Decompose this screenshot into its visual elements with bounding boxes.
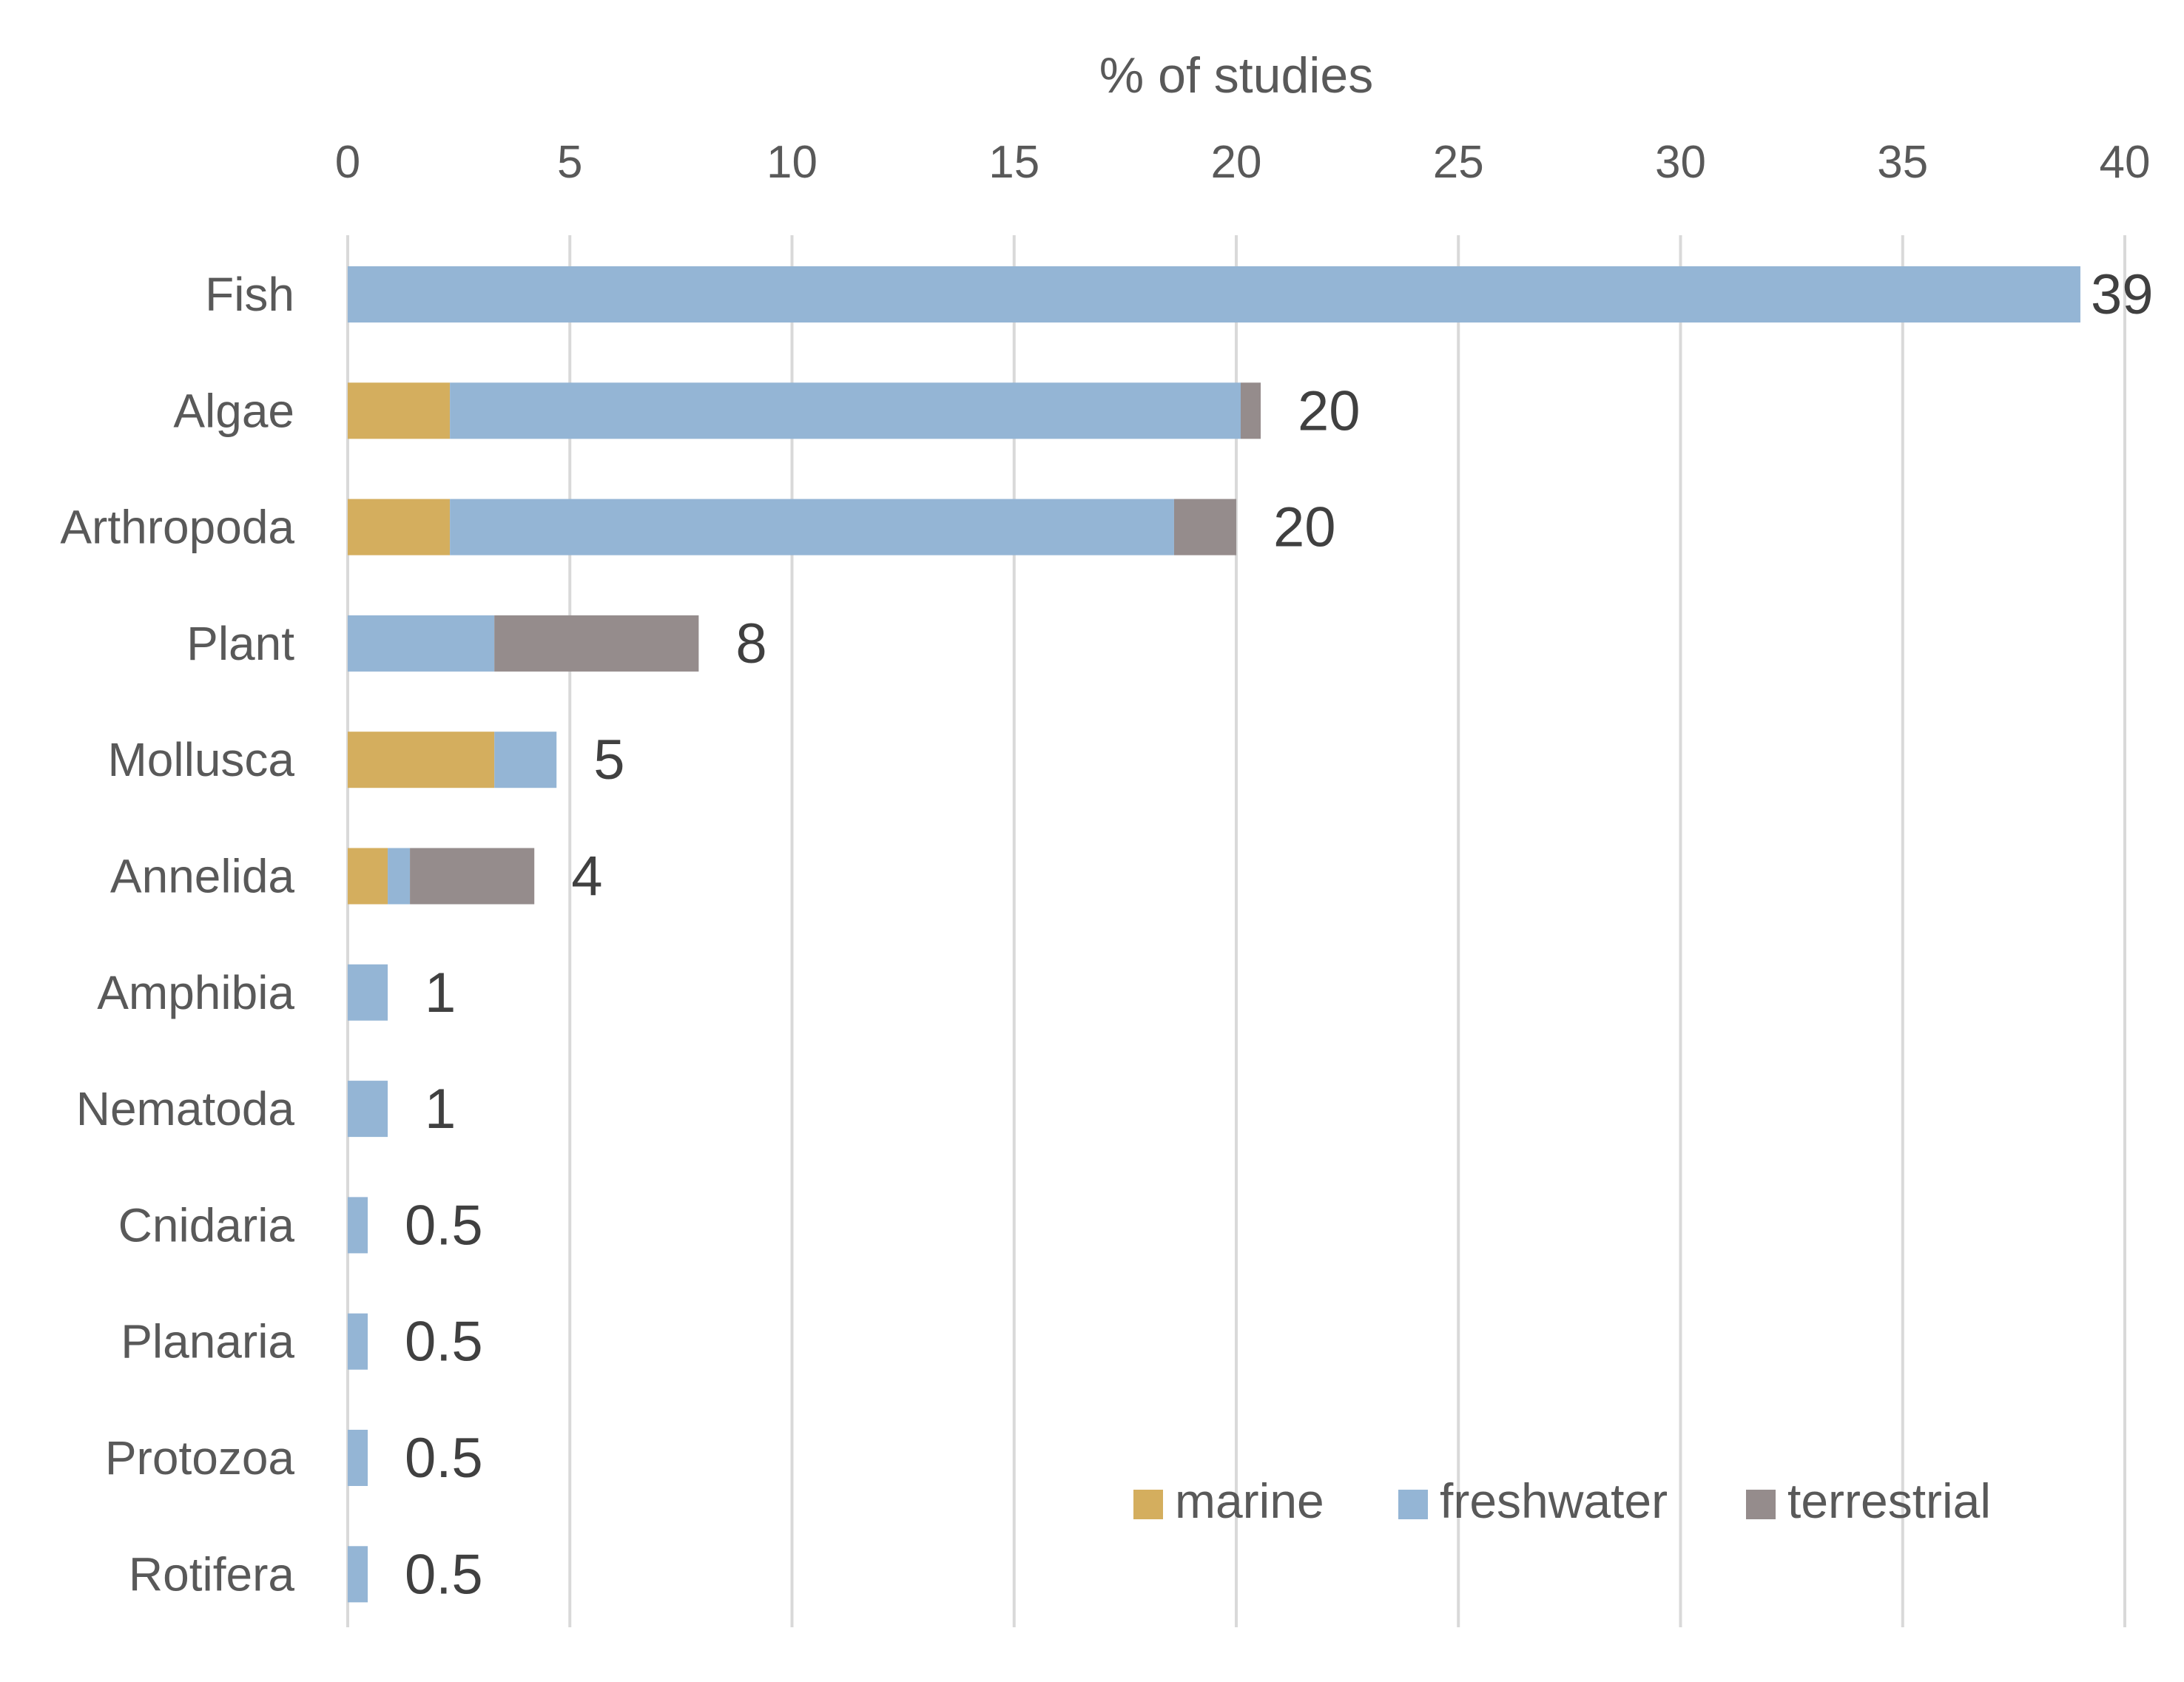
bar-segment-freshwater — [494, 732, 557, 788]
legend-swatch-marine — [1133, 1490, 1163, 1519]
y-category-label: Planaria — [121, 1315, 294, 1368]
bar-segment-terrestrial — [1241, 382, 1261, 439]
y-category-label: Arthropoda — [60, 501, 294, 554]
bar-total-label: 0.5 — [405, 1427, 483, 1490]
x-tick-label: 35 — [1877, 137, 1928, 188]
bar-total-label: 0.5 — [405, 1194, 483, 1257]
bar-segment-freshwater — [348, 1081, 388, 1138]
bar-total-label: 5 — [593, 729, 624, 791]
bar-segment-freshwater — [348, 1430, 368, 1486]
bar-segment-marine — [348, 382, 451, 439]
bar-total-label: 0.5 — [405, 1311, 483, 1374]
bar-segment-freshwater — [348, 1313, 368, 1370]
bar-segment-terrestrial — [1173, 499, 1236, 555]
bar-segment-freshwater — [388, 848, 411, 905]
bar-total-label: 1 — [425, 962, 456, 1024]
x-tick-label: 5 — [557, 137, 582, 188]
bar-segment-freshwater — [348, 964, 388, 1021]
legend-label-terrestrial: terrestrial — [1787, 1473, 1991, 1528]
legend-label-freshwater: freshwater — [1440, 1473, 1668, 1528]
legend-swatch-terrestrial — [1746, 1490, 1776, 1519]
bar-segment-freshwater — [348, 1197, 368, 1254]
bar-segment-terrestrial — [410, 848, 535, 905]
bar-total-label: 20 — [1298, 379, 1361, 442]
legend-label-marine: marine — [1175, 1473, 1324, 1528]
y-category-label: Cnidaria — [118, 1198, 295, 1252]
y-category-label: Amphibia — [97, 966, 294, 1019]
bar-total-label: 4 — [571, 845, 602, 908]
bar-total-label: 8 — [735, 612, 766, 675]
x-axis-title: % of studies — [1099, 47, 1373, 104]
y-category-label: Annelida — [110, 850, 295, 903]
bar-layer — [348, 266, 2080, 1603]
bar-segment-marine — [348, 732, 495, 788]
x-tick-label: 0 — [335, 137, 360, 188]
bar-segment-freshwater — [450, 382, 1241, 439]
x-tick-label: 40 — [2100, 137, 2151, 188]
bar-segment-freshwater — [348, 615, 495, 672]
y-category-label: Fish — [205, 268, 294, 321]
bar-total-label: 39 — [2091, 263, 2154, 326]
bar-segment-terrestrial — [494, 615, 699, 672]
bar-total-label: 0.5 — [405, 1543, 483, 1606]
grid-layer — [346, 235, 2126, 1627]
x-tick-label: 10 — [766, 137, 818, 188]
bar-total-label: 1 — [425, 1078, 456, 1141]
y-category-label: Nematoda — [76, 1082, 295, 1135]
bar-segment-freshwater — [450, 499, 1174, 555]
bar-segment-freshwater — [348, 266, 2080, 322]
bar-segment-freshwater — [348, 1546, 368, 1603]
legend-swatch-freshwater — [1398, 1490, 1428, 1519]
bar-total-label: 20 — [1273, 496, 1336, 559]
y-category-label: Protozoa — [105, 1431, 295, 1485]
y-category-label: Mollusca — [107, 733, 294, 786]
bar-segment-marine — [348, 848, 388, 905]
x-tick-label: 25 — [1433, 137, 1484, 188]
x-tick-label: 20 — [1211, 137, 1262, 188]
y-category-label: Algae — [173, 384, 294, 437]
legend: marine freshwater terrestrial — [1133, 1473, 1991, 1528]
y-category-label: Plant — [186, 617, 294, 670]
x-tick-label: 15 — [988, 137, 1039, 188]
x-tick-label: 30 — [1655, 137, 1706, 188]
bar-segment-marine — [348, 499, 451, 555]
y-category-label: Rotifera — [129, 1547, 295, 1601]
